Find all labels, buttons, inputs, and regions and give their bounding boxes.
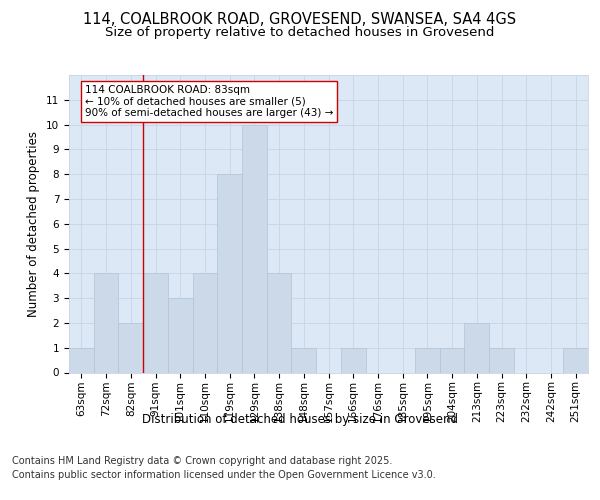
Text: 114, COALBROOK ROAD, GROVESEND, SWANSEA, SA4 4GS: 114, COALBROOK ROAD, GROVESEND, SWANSEA,… [83,12,517,28]
Bar [440,348,464,372]
Text: Contains public sector information licensed under the Open Government Licence v3: Contains public sector information licen… [12,470,436,480]
Bar [193,274,217,372]
Y-axis label: Number of detached properties: Number of detached properties [28,130,40,317]
Bar [143,274,168,372]
Bar [464,323,489,372]
Bar [415,348,440,372]
Bar [267,274,292,372]
Bar [341,348,365,372]
Text: Distribution of detached houses by size in Grovesend: Distribution of detached houses by size … [142,412,458,426]
Text: 114 COALBROOK ROAD: 83sqm
← 10% of detached houses are smaller (5)
90% of semi-d: 114 COALBROOK ROAD: 83sqm ← 10% of detac… [85,85,334,118]
Bar [94,274,118,372]
Bar [242,124,267,372]
Bar [292,348,316,372]
Text: Contains HM Land Registry data © Crown copyright and database right 2025.: Contains HM Land Registry data © Crown c… [12,456,392,466]
Bar [563,348,588,372]
Text: Size of property relative to detached houses in Grovesend: Size of property relative to detached ho… [106,26,494,39]
Bar [118,323,143,372]
Bar [217,174,242,372]
Bar [489,348,514,372]
Bar [168,298,193,372]
Bar [69,348,94,372]
